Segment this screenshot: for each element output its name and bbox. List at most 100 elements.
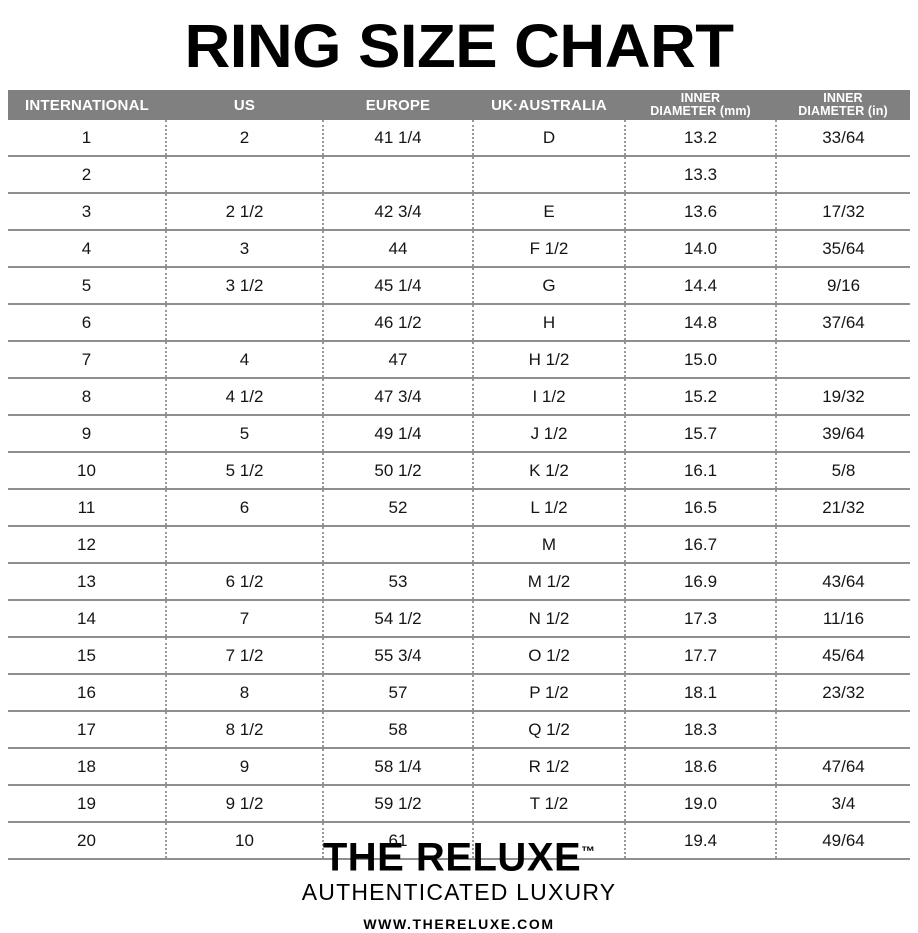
column-header-inner-diameter-in: INNER DIAMETER (in): [776, 90, 910, 120]
cell-europe: 44: [323, 229, 474, 267]
cell-europe: 50 1/2: [323, 451, 474, 489]
cell-inner_diameter_in: 49/64: [776, 821, 910, 860]
cell-us: 5 1/2: [166, 451, 324, 489]
cell-inner_diameter_mm: 13.2: [625, 120, 777, 156]
cell-uk_australia: M: [473, 525, 626, 563]
table-row: 14 7 54 1/2 N 1/2 17.3 11/16: [8, 599, 910, 637]
cell-uk_australia: T 1/2: [473, 784, 626, 822]
cell-international: 13: [8, 562, 167, 600]
cell-europe: 58: [323, 710, 474, 748]
cell-europe: 52: [323, 488, 474, 526]
page-title: RING SIZE CHART: [184, 12, 734, 80]
cell-europe: 57: [323, 673, 474, 711]
cell-inner_diameter_mm: 13.6: [625, 192, 777, 230]
cell-us: 10: [166, 821, 324, 860]
cell-us: 3 1/2: [166, 266, 324, 304]
cell-europe: 54 1/2: [323, 599, 474, 637]
cell-inner_diameter_in: [776, 155, 910, 193]
cell-us: 6: [166, 488, 324, 526]
cell-inner_diameter_in: 35/64: [776, 229, 910, 267]
cell-uk_australia: O 1/2: [473, 636, 626, 674]
column-header-inner-diameter-mm-line1: INNER: [680, 90, 721, 105]
cell-inner_diameter_mm: 13.3: [625, 155, 777, 193]
cell-inner_diameter_mm: 16.9: [625, 562, 777, 600]
cell-uk_australia: H: [473, 303, 626, 341]
table-header: INTERNATIONAL US EUROPE UK·AUSTRALIA INN…: [8, 90, 910, 120]
cell-europe: 45 1/4: [323, 266, 474, 304]
table-row: 20 10 61 19.4 49/64: [8, 821, 910, 860]
table-row: 17 8 1/2 58 Q 1/2 18.3: [8, 710, 910, 748]
table-body: 1 2 41 1/4 D 13.2 33/64 2 13.3 3 2 1/2 42 3/4 E 13.6…: [8, 120, 910, 860]
table-row: 19 9 1/2 59 1/2 T 1/2 19.0 3/4: [8, 784, 910, 822]
cell-inner_diameter_in: 19/32: [776, 377, 910, 415]
cell-us: 2: [166, 120, 324, 156]
cell-uk_australia: E: [473, 192, 626, 230]
table-row: 11 6 52 L 1/2 16.5 21/32: [8, 488, 910, 526]
cell-europe: 61: [323, 821, 474, 860]
cell-europe: 41 1/4: [323, 120, 474, 156]
cell-uk_australia: P 1/2: [473, 673, 626, 711]
cell-europe: 53: [323, 562, 474, 600]
cell-inner_diameter_in: [776, 340, 910, 378]
cell-inner_diameter_in: 33/64: [776, 120, 910, 156]
cell-europe: 46 1/2: [323, 303, 474, 341]
cell-europe: 49 1/4: [323, 414, 474, 452]
column-header-international: INTERNATIONAL: [8, 90, 166, 120]
cell-international: 20: [8, 821, 167, 860]
cell-inner_diameter_mm: 19.4: [625, 821, 777, 860]
cell-uk_australia: I 1/2: [473, 377, 626, 415]
cell-us: 7: [166, 599, 324, 637]
cell-inner_diameter_mm: 14.8: [625, 303, 777, 341]
cell-uk_australia: J 1/2: [473, 414, 626, 452]
cell-uk_australia: [473, 155, 626, 193]
cell-inner_diameter_in: 5/8: [776, 451, 910, 489]
cell-us: [166, 525, 324, 563]
cell-inner_diameter_mm: 15.0: [625, 340, 777, 378]
column-header-inner-diameter-in-line1: INNER: [823, 90, 863, 105]
cell-us: 4 1/2: [166, 377, 324, 415]
cell-us: 8 1/2: [166, 710, 324, 748]
cell-international: 14: [8, 599, 167, 637]
cell-uk_australia: [473, 821, 626, 860]
cell-europe: [323, 525, 474, 563]
cell-inner_diameter_in: 9/16: [776, 266, 910, 304]
table-row: 13 6 1/2 53 M 1/2 16.9 43/64: [8, 562, 910, 600]
cell-inner_diameter_in: [776, 710, 910, 748]
cell-us: 5: [166, 414, 324, 452]
brand-name-text: THE RELUXE: [322, 835, 582, 880]
cell-inner_diameter_mm: 14.4: [625, 266, 777, 304]
table-row: 2 13.3: [8, 155, 910, 193]
cell-europe: 42 3/4: [323, 192, 474, 230]
cell-us: 3: [166, 229, 324, 267]
cell-us: 4: [166, 340, 324, 378]
brand-tagline: AUTHENTICATED LUXURY: [301, 879, 617, 906]
cell-uk_australia: G: [473, 266, 626, 304]
cell-inner_diameter_mm: 17.3: [625, 599, 777, 637]
table-row: 6 46 1/2 H 14.8 37/64: [8, 303, 910, 341]
cell-inner_diameter_in: 3/4: [776, 784, 910, 822]
column-header-inner-diameter-in-line2: DIAMETER (in): [798, 104, 888, 118]
cell-uk_australia: Q 1/2: [473, 710, 626, 748]
cell-uk_australia: N 1/2: [473, 599, 626, 637]
cell-us: 6 1/2: [166, 562, 324, 600]
cell-inner_diameter_in: [776, 525, 910, 563]
cell-us: 7 1/2: [166, 636, 324, 674]
cell-international: 17: [8, 710, 167, 748]
cell-inner_diameter_mm: 18.1: [625, 673, 777, 711]
cell-international: 16: [8, 673, 167, 711]
table-row: 10 5 1/2 50 1/2 K 1/2 16.1 5/8: [8, 451, 910, 489]
cell-us: [166, 303, 324, 341]
table-row: 9 5 49 1/4 J 1/2 15.7 39/64: [8, 414, 910, 452]
column-header-us: US: [166, 90, 323, 120]
cell-us: 9 1/2: [166, 784, 324, 822]
brand-name: THE RELUXE™: [0, 830, 918, 878]
cell-europe: 55 3/4: [323, 636, 474, 674]
cell-inner_diameter_mm: 15.7: [625, 414, 777, 452]
cell-inner_diameter_mm: 16.7: [625, 525, 777, 563]
header-row: INTERNATIONAL US EUROPE UK·AUSTRALIA INN…: [8, 90, 910, 120]
cell-europe: 59 1/2: [323, 784, 474, 822]
table-row: 16 8 57 P 1/2 18.1 23/32: [8, 673, 910, 711]
